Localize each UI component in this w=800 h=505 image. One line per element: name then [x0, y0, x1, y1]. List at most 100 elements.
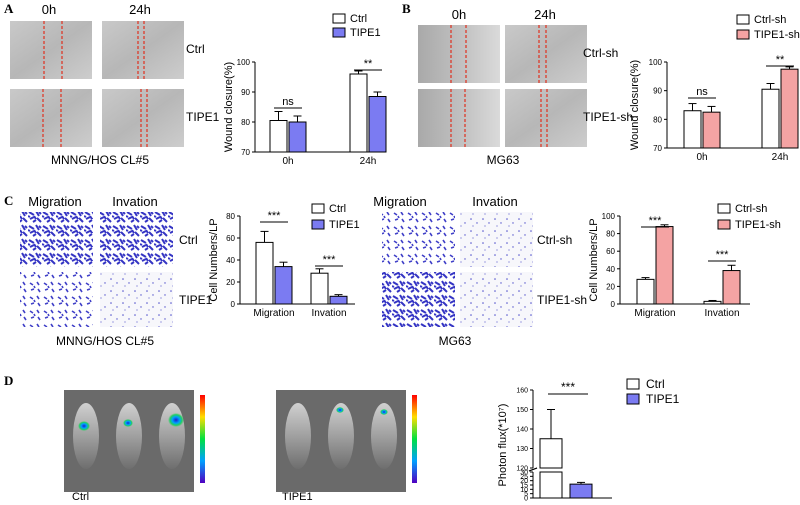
y-tick-label: 40: [606, 265, 615, 274]
transwell-ctrl-invation: [100, 212, 173, 267]
color-scale-bar: [412, 395, 417, 483]
row-label-tipe1-sh: TIPE1-sh: [583, 110, 633, 124]
bar-tipe1: [569, 483, 593, 499]
cell-line-label: MG63: [439, 334, 472, 348]
bar-tipe1-invation: [329, 295, 348, 305]
bar-tipe1-24h: [368, 96, 387, 153]
bar-ctrl-upper: [539, 438, 563, 469]
bar-ctrl-24h: [349, 73, 368, 153]
transwell-tipe1-sh-invation: [460, 272, 533, 327]
panel-d: D Ctrl TIPE1: [4, 373, 417, 503]
y-tick-label: 0: [231, 300, 236, 309]
significance-label: ns: [696, 86, 708, 98]
row-label-ctrl-sh: Ctrl-sh: [537, 233, 572, 247]
panel-letter: C: [4, 193, 13, 208]
legend-label: TIPE1: [646, 392, 680, 406]
row-label-ctrl: Ctrl: [179, 233, 198, 247]
y-tick-label: 90: [241, 88, 250, 97]
row-label-tipe1: TIPE1: [186, 110, 220, 124]
row-label-tipe1: TIPE1: [179, 293, 213, 307]
y-tick-label: 0: [611, 300, 616, 309]
y-tick-label: 100: [237, 58, 251, 67]
time-label-0h: 0h: [42, 2, 56, 17]
bar-tipe1-migration: [274, 266, 293, 305]
scratch-image-tipe1-24h: [102, 89, 184, 147]
legend-swatch: [717, 203, 731, 214]
significance-label: ***: [268, 210, 282, 222]
y-axis-label: Cell Numbers/LP: [208, 218, 220, 301]
ivis-image-ctrl: [64, 390, 205, 492]
axis-break-mark: [528, 467, 538, 472]
significance-label: ***: [649, 215, 663, 227]
transwell-tipe1-invation: [100, 272, 173, 327]
col-label-migration: Migration: [373, 194, 426, 209]
x-tick-label: Migration: [253, 308, 294, 319]
legend-label: Ctrl-sh: [735, 203, 767, 215]
y-tick-label: 30: [520, 470, 528, 477]
color-scale-bar: [200, 395, 205, 483]
bioluminescence-signal: [168, 413, 184, 427]
legend-label: TIPE1: [329, 219, 360, 231]
legend-label: TIPE1: [350, 27, 381, 39]
y-axis-label: Wound closure(%): [223, 62, 235, 152]
x-tick-label: 24h: [360, 156, 377, 167]
y-tick-label: 140: [516, 427, 528, 434]
y-tick-label: 60: [226, 234, 235, 243]
cell-line-label: MNNG/HOS CL#5: [56, 334, 154, 348]
scratch-image-ctrl-sh-24h: [505, 25, 587, 83]
legend-label: Ctrl-sh: [754, 14, 786, 26]
significance-label: **: [776, 54, 785, 66]
cell-line-label: MNNG/HOS CL#5: [51, 153, 149, 167]
scratch-image-tipe1-sh-24h: [505, 89, 587, 147]
y-tick-label: 80: [226, 212, 235, 221]
chart-wound_b: 70 80 90 100 Wound closure(%) 0h ns 24h ** Ctrl-s…: [629, 14, 800, 163]
y-tick-label: 10: [520, 487, 528, 494]
legend-swatch: [311, 203, 325, 214]
bar-ctrl-sh-0h: [683, 110, 702, 149]
bar-ctrl-invation: [310, 272, 329, 305]
group-label-ctrl: Ctrl: [72, 491, 89, 503]
significance-label: ***: [323, 254, 337, 266]
row-label-tipe1-sh: TIPE1-sh: [537, 293, 587, 307]
legend-label: Ctrl: [646, 377, 665, 391]
y-tick-label: 0: [524, 496, 528, 503]
bar-tipe1-sh-24h: [780, 68, 799, 149]
bar-tipe1-sh-invation: [722, 270, 741, 305]
y-tick-label: 15: [520, 483, 528, 490]
time-label-24h: 24h: [534, 7, 556, 22]
y-axis-label: Photon flux(*10⁷): [497, 404, 509, 487]
y-tick-label: 40: [226, 256, 235, 265]
y-axis-label: Wound closure(%): [629, 60, 641, 150]
x-tick-label: 0h: [282, 156, 293, 167]
cell-line-label: MG63: [487, 153, 520, 167]
col-label-migration: Migration: [28, 194, 81, 209]
y-tick-label: 150: [516, 407, 528, 414]
x-tick-label: Migration: [634, 308, 675, 319]
panel-letter: A: [4, 1, 14, 16]
legend-label: TIPE1-sh: [754, 29, 800, 41]
y-tick-label: 70: [653, 144, 662, 153]
scratch-image-ctrl-sh-0h: [418, 25, 500, 83]
bioluminescence-signal: [380, 409, 388, 415]
y-tick-label: 20: [606, 282, 615, 291]
ivis-image-tipe1: [276, 390, 417, 492]
bar-ctrl-sh-invation: [703, 300, 722, 305]
y-tick-label: 130: [516, 446, 528, 453]
col-label-invation: Invation: [112, 194, 158, 209]
y-tick-label: 80: [241, 118, 250, 127]
time-label-24h: 24h: [129, 2, 151, 17]
significance-label: ns: [282, 96, 294, 108]
y-tick-label: 100: [602, 212, 616, 221]
y-tick-label: 90: [653, 87, 662, 96]
scratch-image-tipe1-sh-0h: [418, 89, 500, 147]
bar-ctrl-sh-migration: [636, 278, 655, 305]
legend-swatch: [332, 13, 346, 24]
panel-c: C Migration Invation Ctrl TIPE1 MNNG/HOS…: [4, 193, 587, 348]
row-label-ctrl: Ctrl: [186, 42, 205, 56]
y-tick-label: 20: [226, 278, 235, 287]
transwell-ctrl-sh-migration: [382, 212, 455, 267]
bar-ctrl-lower: [539, 471, 563, 499]
